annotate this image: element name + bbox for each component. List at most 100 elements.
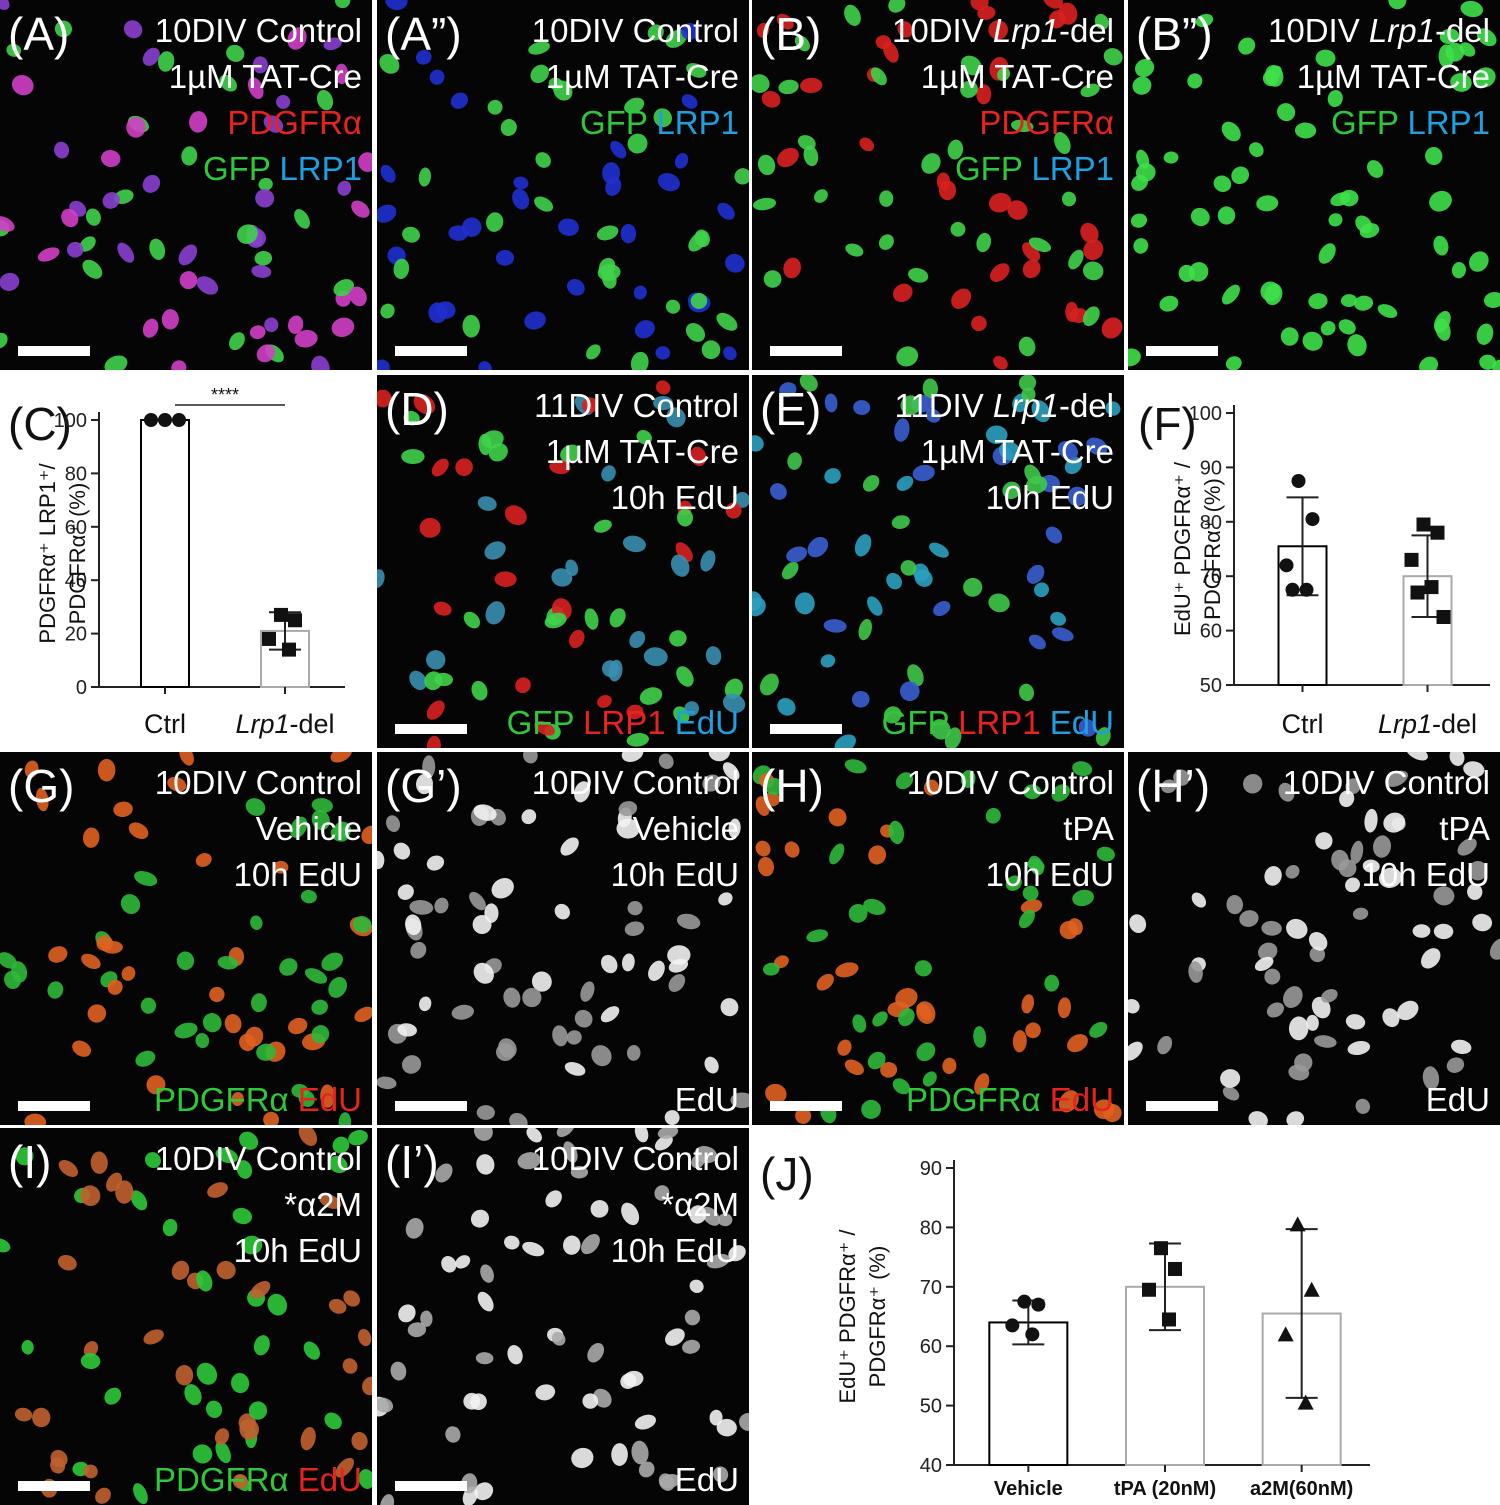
cell <box>1018 909 1035 929</box>
cell <box>807 536 829 558</box>
text-segment: EdU <box>1050 1081 1114 1118</box>
cell <box>419 996 432 1012</box>
cell <box>565 559 579 577</box>
cell <box>319 1194 342 1209</box>
text-segment: 10h EdU <box>611 856 739 893</box>
cell <box>590 1200 609 1218</box>
cell <box>1082 306 1100 327</box>
cell <box>294 329 318 348</box>
cell <box>973 1026 987 1048</box>
data-point <box>1277 1326 1294 1342</box>
cell <box>897 21 914 38</box>
cell <box>1057 997 1071 1019</box>
cell <box>1238 37 1256 55</box>
cell <box>1446 1057 1465 1073</box>
text-segment: *α2M <box>661 1186 739 1223</box>
cell <box>701 1206 721 1226</box>
cell <box>689 1205 707 1224</box>
cell <box>851 690 870 708</box>
cell <box>1327 89 1343 108</box>
cell <box>763 962 780 976</box>
cell <box>0 216 15 232</box>
cell <box>175 1364 194 1386</box>
cell <box>724 678 743 699</box>
text-segment: PDGFRα <box>154 1461 298 1498</box>
text-segment: 1µM TAT-Cre <box>169 58 362 95</box>
cell <box>985 807 1001 824</box>
cell <box>1352 907 1369 920</box>
cell <box>448 225 469 241</box>
cell <box>209 986 225 1003</box>
cell <box>480 1264 494 1283</box>
scale-bar <box>770 1101 842 1111</box>
cell <box>486 212 504 232</box>
cell <box>668 974 686 992</box>
cell <box>963 577 983 597</box>
text-segment: EdU <box>298 1461 362 1498</box>
cell <box>298 1128 318 1146</box>
cell <box>252 56 268 74</box>
cell <box>1278 782 1295 802</box>
scale-bar <box>1146 1101 1218 1111</box>
cell <box>195 853 212 867</box>
cell <box>402 226 420 243</box>
cell <box>1406 752 1428 761</box>
cell <box>407 1322 427 1338</box>
cell <box>1129 914 1147 934</box>
scale-bar <box>770 346 842 356</box>
cell <box>682 1339 701 1354</box>
panel-label: (H’) <box>1136 760 1210 812</box>
panel-text-line: PDGFRα <box>979 104 1114 141</box>
cell <box>128 822 149 839</box>
panel-label: (E) <box>760 383 821 435</box>
cell <box>343 1290 360 1307</box>
cell <box>942 1057 957 1075</box>
cell <box>422 755 436 779</box>
cell <box>455 1255 471 1269</box>
cell <box>263 115 284 133</box>
cell <box>1429 190 1452 212</box>
data-point <box>1154 1241 1168 1256</box>
cell <box>481 430 504 449</box>
cell <box>316 89 334 111</box>
cell <box>504 505 527 526</box>
panel-text-line: GFP LRP1 EdU <box>507 704 739 741</box>
cell <box>580 981 595 1002</box>
cell <box>1058 1090 1079 1113</box>
cell <box>951 288 972 309</box>
panel-label: (F) <box>1138 398 1197 450</box>
text-segment: PDGFRα <box>154 1081 298 1118</box>
cell <box>753 197 777 211</box>
cell <box>621 752 644 762</box>
cell <box>377 569 385 588</box>
micrograph-background <box>0 1128 372 1505</box>
cell <box>335 63 349 85</box>
cell <box>998 441 1021 461</box>
cell <box>311 355 330 370</box>
chart: (C) 0 20 40 60 80 100 PDGFRα⁺ LRP1⁺/PDGFRα⁺ (%)… <box>8 385 345 739</box>
cell <box>450 92 469 109</box>
text-segment: 10DIV Control <box>532 1140 739 1177</box>
cell <box>1231 166 1250 185</box>
cell <box>123 20 143 39</box>
cell <box>342 1358 358 1374</box>
cell <box>117 242 135 263</box>
micrograph-background <box>0 0 372 370</box>
cell <box>859 137 875 152</box>
panel-text-line: tPA <box>1439 810 1490 847</box>
panel-text-line: EdU <box>675 1461 739 1498</box>
cell <box>723 346 737 361</box>
cell <box>824 393 838 413</box>
y-tick-label: 20 <box>65 624 87 646</box>
text-segment: LRP1 <box>1031 150 1114 187</box>
cell <box>938 180 957 201</box>
cell <box>377 1397 394 1413</box>
cell <box>718 892 733 906</box>
cell <box>435 301 456 319</box>
cell <box>988 192 1012 213</box>
cell <box>776 13 794 30</box>
y-tick-label: 40 <box>920 1455 942 1477</box>
cell <box>1005 875 1022 891</box>
cell <box>627 901 643 916</box>
cell <box>1043 0 1063 9</box>
